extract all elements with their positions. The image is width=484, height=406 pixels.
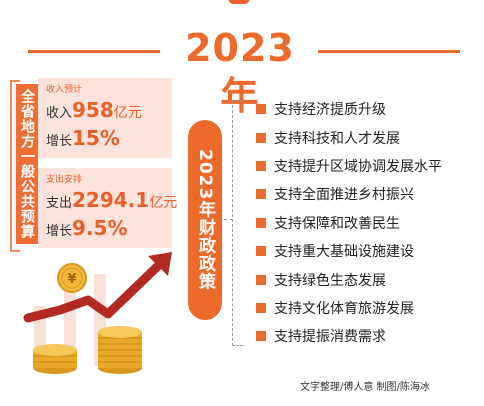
policy-item-label: 支持绿色生态发展 (274, 272, 386, 289)
top-decoration (228, 0, 250, 4)
revenue-tag: 收入预计 (46, 85, 83, 95)
policy-item-label: 支持提升区域协调发展水平 (274, 158, 442, 175)
growth-arrow-icon (23, 252, 172, 323)
coin-stack-right-icon (98, 326, 142, 374)
coin-stack-left-icon (33, 344, 77, 374)
policy-item-label: 支持提振消费需求 (274, 329, 386, 346)
bullet-square-icon (256, 104, 266, 115)
list-item: 支持绿色生态发展 (256, 265, 442, 293)
list-item: 支持提升区域协调发展水平 (256, 152, 442, 180)
revenue-growth-value: 15% (72, 126, 120, 150)
bullet-square-icon (256, 274, 266, 285)
expenditure-value: 2294.1 (72, 188, 150, 212)
bullet-square-icon (256, 246, 266, 257)
revenue-unit: 亿元 (113, 105, 142, 121)
budget-vertical-title: 全省地方一般公共预算 (16, 84, 38, 244)
policy-item-label: 支持文化体育旅游发展 (274, 300, 414, 317)
bullet-square-icon (256, 132, 266, 143)
list-item: 支持科技和人才发展 (256, 123, 442, 151)
budget-bracket (10, 80, 20, 252)
bullet-square-icon (256, 189, 266, 200)
yuan-symbol: ¥ (67, 272, 76, 287)
list-item: 支持重大基础设施建设 (256, 237, 442, 265)
page-title: 2023年 (185, 26, 295, 118)
list-item: 支持经济提质升级 (256, 95, 442, 123)
growth-illustration: ¥ (23, 252, 172, 374)
list-item: 支持提振消费需求 (256, 322, 442, 350)
expenditure-panel: 支出安排 支出2294.1亿元 增长9.5% (38, 168, 177, 248)
policy-title-pill: 2023年财政政策 (188, 120, 222, 320)
credit-line: 文字整理/傅人意 制图/陈海冰 (300, 382, 430, 393)
revenue-growth-label: 增长 (46, 134, 73, 149)
policy-list: 支持经济提质升级 支持科技和人才发展 支持提升区域协调发展水平 支持全面推进乡村… (256, 95, 442, 351)
brace-tip (224, 219, 233, 220)
list-item: 支持全面推进乡村振兴 (256, 180, 442, 208)
list-item: 支持文化体育旅游发展 (256, 294, 442, 322)
bullet-square-icon (256, 217, 266, 228)
bullet-square-icon (256, 331, 266, 342)
expenditure-growth-label: 增长 (46, 224, 73, 239)
expenditure-unit: 亿元 (149, 195, 178, 211)
header-line-right (318, 50, 460, 53)
expenditure-label: 支出 (46, 196, 73, 211)
revenue-label: 收入 (46, 106, 73, 121)
expenditure-tag: 支出安排 (46, 175, 83, 185)
bullet-square-icon (256, 160, 266, 171)
policy-item-label: 支持科技和人才发展 (274, 130, 400, 147)
list-item: 支持保障和改善民生 (256, 209, 442, 237)
policy-item-label: 支持重大基础设施建设 (274, 244, 414, 261)
year-header: 2023年 (0, 24, 484, 118)
policy-item-label: 支持保障和改善民生 (274, 215, 400, 232)
expenditure-growth-value: 9.5% (72, 216, 128, 240)
policy-item-label: 支持全面推进乡村振兴 (274, 187, 414, 204)
revenue-value: 958 (72, 98, 114, 122)
policy-item-label: 支持经济提质升级 (274, 102, 386, 119)
header-line-left (28, 50, 160, 53)
yuan-coin-icon: ¥ (57, 263, 87, 293)
revenue-panel: 收入预计 收入958亿元 增长15% (38, 78, 172, 158)
policy-brace (232, 100, 243, 346)
bullet-square-icon (256, 302, 266, 313)
